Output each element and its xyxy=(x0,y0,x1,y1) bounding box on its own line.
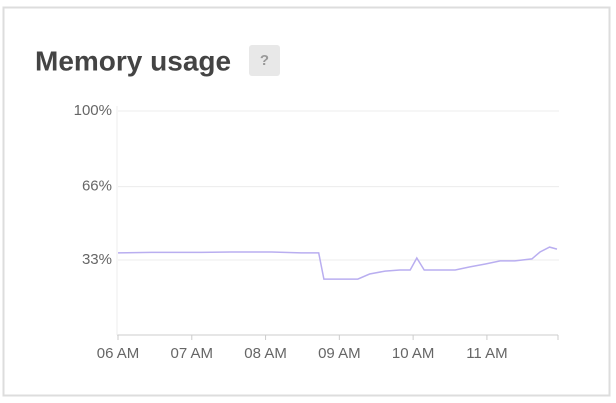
memory-line xyxy=(117,246,558,280)
x-tick-label: 06 AM xyxy=(97,345,140,362)
x-tick-label: 07 AM xyxy=(171,345,214,362)
x-tick-label: 10 AM xyxy=(392,345,435,362)
y-tick-label: 33% xyxy=(82,251,112,268)
y-tick-label: 66% xyxy=(82,178,112,195)
x-tick-label: 08 AM xyxy=(244,345,287,362)
x-tick-label: 09 AM xyxy=(318,345,361,362)
card-border xyxy=(2,6,611,397)
help-label[interactable]: ? xyxy=(260,52,269,69)
chart-title: Memory usage xyxy=(35,45,231,76)
help-badge[interactable] xyxy=(249,45,280,76)
y-tick-label: 100% xyxy=(74,102,112,119)
x-tick-label: 11 AM xyxy=(466,345,507,362)
